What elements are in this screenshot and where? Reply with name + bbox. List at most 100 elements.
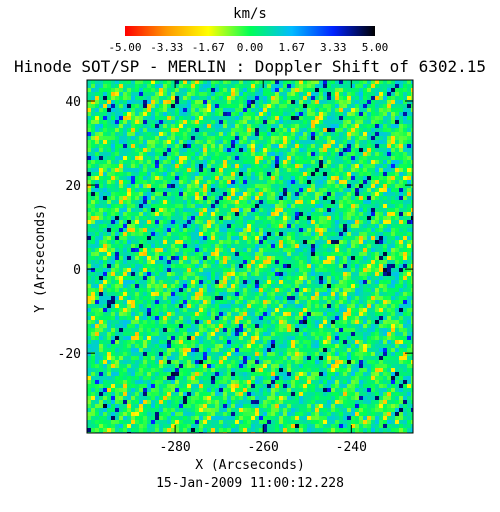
heatmap-cell <box>151 160 155 164</box>
heatmap-cell <box>375 156 379 160</box>
heatmap-cell <box>183 200 187 204</box>
heatmap-cell <box>199 272 203 276</box>
heatmap-cell <box>303 160 307 164</box>
heatmap-cell <box>175 224 179 228</box>
heatmap-cell <box>107 172 111 176</box>
heatmap-cell <box>151 308 155 312</box>
heatmap-cell <box>363 168 367 172</box>
heatmap-cell <box>331 124 335 128</box>
heatmap-cell <box>123 92 127 96</box>
heatmap-cell <box>247 160 251 164</box>
heatmap-cell <box>299 224 303 228</box>
heatmap-cell <box>107 216 111 220</box>
heatmap-cell <box>263 252 267 256</box>
heatmap-cell <box>359 180 363 184</box>
heatmap-cell <box>375 256 379 260</box>
heatmap-cell <box>167 244 171 248</box>
heatmap-cell <box>287 188 291 192</box>
heatmap-cell <box>303 320 307 324</box>
heatmap-cell <box>379 224 383 228</box>
heatmap-cell <box>259 104 263 108</box>
heatmap-cell <box>123 156 127 160</box>
heatmap-cell <box>371 84 375 88</box>
heatmap-cell <box>211 152 215 156</box>
heatmap-cell <box>271 296 275 300</box>
heatmap-cell <box>267 92 271 96</box>
heatmap-cell <box>195 236 199 240</box>
heatmap-cell <box>155 316 159 320</box>
heatmap-cell <box>311 100 315 104</box>
heatmap-cell <box>379 184 383 188</box>
heatmap-cell <box>247 268 251 272</box>
heatmap-cell <box>307 92 311 96</box>
heatmap-cell <box>307 288 311 292</box>
heatmap-cell <box>291 120 295 124</box>
heatmap-cell <box>155 140 159 144</box>
heatmap-cell <box>127 132 131 136</box>
heatmap-cell <box>383 296 387 300</box>
heatmap-cell <box>231 112 235 116</box>
heatmap-cell <box>95 220 99 224</box>
heatmap-cell <box>271 204 275 208</box>
heatmap-cell <box>123 220 127 224</box>
heatmap-cell <box>195 132 199 136</box>
heatmap-cell <box>371 124 375 128</box>
heatmap-cell <box>131 156 135 160</box>
heatmap-cell <box>135 236 139 240</box>
heatmap-cell <box>335 104 339 108</box>
heatmap-cell <box>215 152 219 156</box>
heatmap-cell <box>367 232 371 236</box>
heatmap-cell <box>299 96 303 100</box>
heatmap-cell <box>327 180 331 184</box>
heatmap-cell <box>155 312 159 316</box>
heatmap-cell <box>351 104 355 108</box>
heatmap-cell <box>127 164 131 168</box>
heatmap-cell <box>143 168 147 172</box>
heatmap-cell <box>403 248 407 252</box>
heatmap-cell <box>311 132 315 136</box>
heatmap-cell <box>203 224 207 228</box>
heatmap-cell <box>259 176 263 180</box>
heatmap-cell <box>159 260 163 264</box>
heatmap-cell <box>251 144 255 148</box>
heatmap-cell <box>287 100 291 104</box>
heatmap-cell <box>331 92 335 96</box>
heatmap-cell <box>311 208 315 212</box>
heatmap-cell <box>411 168 413 172</box>
heatmap-cell <box>271 300 275 304</box>
heatmap-cell <box>231 244 235 248</box>
heatmap-cell <box>339 136 343 140</box>
heatmap-cell <box>127 300 131 304</box>
heatmap-cell <box>287 156 291 160</box>
heatmap-cell <box>283 112 287 116</box>
heatmap-cell <box>227 84 231 88</box>
heatmap-cell <box>339 180 343 184</box>
heatmap-cell <box>275 304 279 308</box>
heatmap-cell <box>235 296 239 300</box>
heatmap-cell <box>179 220 183 224</box>
heatmap-cell <box>115 240 119 244</box>
heatmap-cell <box>355 92 359 96</box>
heatmap-cell <box>155 244 159 248</box>
heatmap-cell <box>119 164 123 168</box>
heatmap-cell <box>175 92 179 96</box>
heatmap-cell <box>143 308 147 312</box>
heatmap-cell <box>95 244 99 248</box>
heatmap-cell <box>391 188 395 192</box>
heatmap-cell <box>267 236 271 240</box>
heatmap-cell <box>103 124 107 128</box>
heatmap-cell <box>315 96 319 100</box>
heatmap-cell <box>187 296 191 300</box>
heatmap-cell <box>179 260 183 264</box>
heatmap-cell <box>319 268 323 272</box>
heatmap-cell <box>335 280 339 284</box>
heatmap-cell <box>131 272 135 276</box>
heatmap-cell <box>235 188 239 192</box>
heatmap-cell <box>399 132 403 136</box>
heatmap-cell <box>295 212 299 216</box>
heatmap-cell <box>175 304 179 308</box>
heatmap-cell <box>147 244 151 248</box>
heatmap-cell <box>299 268 303 272</box>
heatmap-cell <box>383 268 387 272</box>
heatmap-cell <box>135 88 139 92</box>
